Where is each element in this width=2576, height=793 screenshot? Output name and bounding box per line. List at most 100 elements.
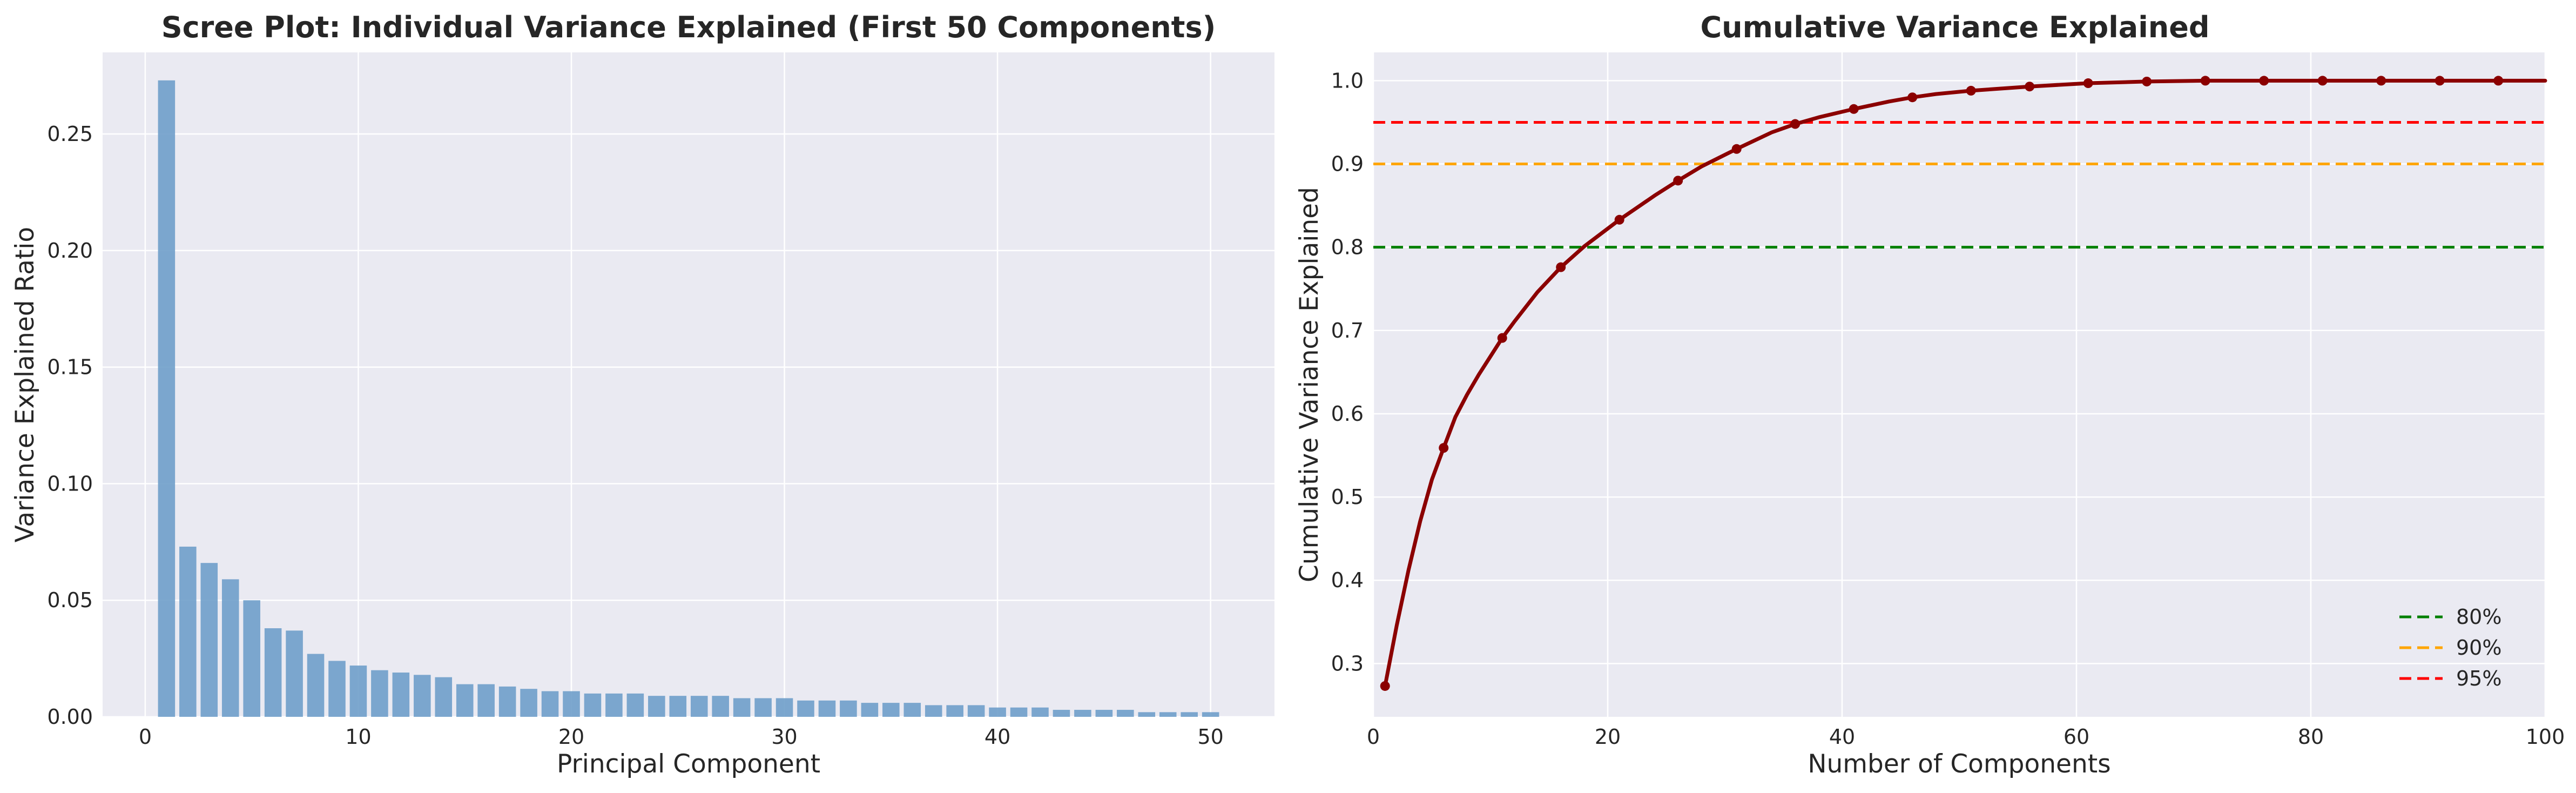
scree-plot-panel: Scree Plot: Individual Variance Explaine… (10, 10, 1274, 779)
cumulative-variance-marker (1380, 681, 1390, 691)
cumulative-y-tick-label: 0.6 (1331, 402, 1364, 426)
scree-bar (1159, 712, 1177, 717)
scree-bar (158, 80, 176, 717)
cumulative-variance-marker (1849, 104, 1859, 114)
scree-x-tick-label: 10 (345, 725, 371, 749)
cumulative-variance-marker (1673, 176, 1683, 186)
scree-plot-y-axis-label: Variance Explained Ratio (10, 227, 40, 542)
scree-plot-x-axis-label: Principal Component (557, 749, 820, 779)
cumulative-variance-marker (2142, 76, 2152, 86)
scree-bar (392, 673, 410, 717)
scree-bar (435, 677, 453, 717)
cumulative-variance-marker (2025, 82, 2035, 92)
scree-bar (669, 696, 687, 717)
cumulative-variance-marker (2317, 76, 2328, 86)
scree-bar (1138, 712, 1156, 717)
cumulative-y-tick-label: 0.8 (1331, 236, 1364, 259)
scree-x-tick-label: 0 (139, 725, 152, 749)
scree-bar (1181, 712, 1198, 717)
cumulative-x-tick-label: 40 (1829, 725, 1855, 749)
scree-bar (712, 696, 729, 717)
scree-plot-bars (158, 80, 1219, 717)
scree-bar (477, 684, 495, 717)
legend-label: 95% (2456, 667, 2501, 690)
cumulative-variance-line (1383, 78, 2547, 688)
cumulative-variance-marker (2259, 76, 2269, 86)
scree-bar (861, 703, 879, 717)
scree-bar (307, 654, 325, 717)
scree-x-tick-label: 50 (1197, 725, 1223, 749)
legend-label: 90% (2456, 636, 2501, 660)
scree-bar (776, 698, 793, 717)
scree-bar (520, 689, 537, 717)
cumulative-variance-marker (1907, 92, 1918, 103)
threshold-legend: 80% 90% 95% (2399, 605, 2501, 690)
scree-bar (179, 546, 197, 717)
cumulative-y-tick-label: 0.9 (1331, 152, 1364, 176)
scree-bar (626, 693, 644, 717)
cumulative-x-tick-label: 60 (2064, 725, 2089, 749)
scree-bar (414, 675, 431, 717)
scree-bar (264, 628, 282, 717)
scree-y-tick-label: 0.00 (47, 705, 93, 729)
cumulative-variance-marker (2376, 76, 2386, 86)
cumulative-variance-marker (1966, 85, 1976, 96)
scree-bar (541, 691, 559, 717)
scree-bar (605, 693, 623, 717)
scree-bar (925, 705, 942, 717)
cumulative-variance-marker (1439, 443, 1449, 453)
scree-bar (818, 700, 836, 717)
cumulative-x-tick-label: 80 (2298, 725, 2324, 749)
scree-plot-x-ticks: 0 10 20 30 40 50 (139, 725, 1224, 749)
scree-bar (1117, 710, 1134, 717)
scree-bar (584, 693, 602, 717)
cumulative-variance-marker (2493, 76, 2504, 86)
scree-bar (989, 707, 1006, 717)
legend-label: 80% (2456, 605, 2501, 629)
scree-bar (903, 703, 921, 717)
cumulative-y-tick-label: 0.4 (1331, 568, 1364, 592)
scree-bar (1095, 710, 1113, 717)
cumulative-variance-marker (1497, 333, 1507, 343)
scree-bar (733, 698, 751, 717)
cumulative-x-tick-label: 20 (1595, 725, 1621, 749)
scree-bar (648, 696, 665, 717)
scree-y-tick-label: 0.05 (47, 588, 93, 612)
scree-y-tick-label: 0.15 (47, 355, 93, 379)
scree-x-tick-label: 20 (558, 725, 584, 749)
scree-x-tick-label: 30 (771, 725, 797, 749)
scree-bar (1053, 710, 1070, 717)
cumulative-variance-x-axis-label: Number of Components (1808, 749, 2110, 779)
scree-plot-title: Scree Plot: Individual Variance Explaine… (161, 10, 1216, 44)
scree-y-tick-label: 0.20 (47, 239, 93, 263)
scree-plot-y-ticks: 0.00 0.05 0.10 0.15 0.20 0.25 (47, 122, 93, 729)
scree-bar (328, 661, 346, 717)
scree-y-tick-label: 0.25 (47, 122, 93, 146)
scree-bar (243, 600, 260, 717)
cumulative-y-tick-label: 0.3 (1331, 651, 1364, 675)
cumulative-x-tick-label: 100 (2526, 725, 2565, 749)
scree-bar (221, 579, 239, 717)
cumulative-y-tick-label: 0.7 (1331, 319, 1364, 342)
scree-x-tick-label: 40 (984, 725, 1010, 749)
scree-bar (754, 698, 772, 717)
cumulative-x-tick-label: 0 (1367, 725, 1380, 749)
cumulative-variance-marker (2083, 78, 2093, 89)
scree-bar (797, 700, 814, 717)
cumulative-variance-marker (1556, 262, 1566, 272)
scree-y-tick-label: 0.10 (47, 472, 93, 495)
cumulative-variance-marker (2200, 76, 2210, 86)
cumulative-variance-panel: Cumulative Variance Explained 0 20 40 60 80 1… (1294, 10, 2565, 779)
scree-plot-area (103, 52, 1274, 717)
scree-bar (349, 666, 367, 717)
cumulative-variance-marker (1790, 119, 1800, 129)
cumulative-variance-plot-area (1373, 52, 2545, 717)
scree-bar (286, 630, 303, 717)
cumulative-variance-series (1380, 76, 2547, 691)
scree-bar (498, 686, 516, 717)
scree-bar (1031, 707, 1049, 717)
scree-bar (1010, 707, 1028, 717)
scree-bar (882, 703, 900, 717)
cumulative-variance-y-ticks: 0.3 0.4 0.5 0.6 0.7 0.8 0.9 1.0 (1331, 69, 1364, 675)
